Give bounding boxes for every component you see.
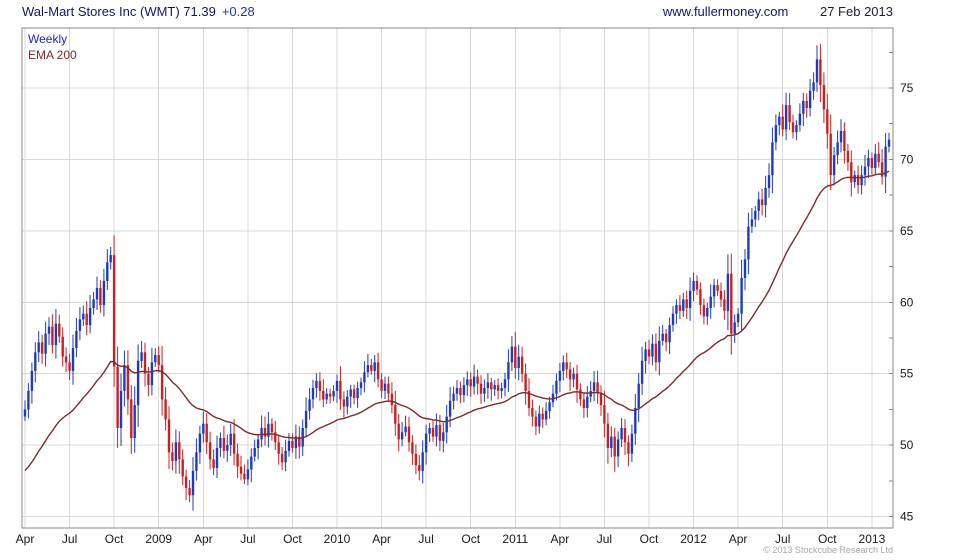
price-bars bbox=[23, 43, 891, 511]
copyright-notice: © 2013 Stockcube Research Ltd bbox=[763, 545, 893, 555]
ema-line bbox=[24, 170, 890, 472]
grid-lines bbox=[22, 28, 893, 528]
svg-text:Jul: Jul bbox=[240, 532, 255, 546]
svg-text:2010: 2010 bbox=[324, 532, 351, 546]
timeframe-label: Weekly bbox=[28, 32, 68, 46]
svg-text:45: 45 bbox=[900, 510, 914, 524]
svg-text:Apr: Apr bbox=[16, 532, 35, 546]
svg-text:2011: 2011 bbox=[502, 532, 528, 546]
fullermoney-link[interactable]: www.fullermoney.com bbox=[662, 4, 789, 19]
svg-text:2013: 2013 bbox=[859, 532, 886, 546]
instrument-title: Wal-Mart Stores Inc (WMT) 71.39 bbox=[22, 4, 216, 19]
svg-text:65: 65 bbox=[900, 224, 914, 238]
svg-text:Oct: Oct bbox=[640, 532, 659, 546]
svg-text:2009: 2009 bbox=[145, 532, 172, 546]
svg-text:Jul: Jul bbox=[597, 532, 612, 546]
svg-text:Oct: Oct bbox=[461, 532, 480, 546]
svg-text:60: 60 bbox=[900, 295, 914, 309]
price-change: +0.28 bbox=[221, 4, 255, 19]
svg-text:2012: 2012 bbox=[680, 532, 707, 546]
svg-text:Oct: Oct bbox=[818, 532, 837, 546]
svg-text:70: 70 bbox=[900, 152, 914, 166]
svg-text:Oct: Oct bbox=[105, 532, 124, 546]
chart-date: 27 Feb 2013 bbox=[819, 4, 893, 19]
svg-text:50: 50 bbox=[900, 438, 914, 452]
svg-text:55: 55 bbox=[900, 367, 914, 381]
svg-text:75: 75 bbox=[900, 81, 914, 95]
svg-text:Apr: Apr bbox=[194, 532, 213, 546]
x-axis-labels: Apr Jul Oct 2009 Apr Jul Oct 2010 Apr Jul Oct 2011 A… bbox=[16, 532, 886, 546]
ema-legend-label: EMA 200 bbox=[28, 48, 77, 62]
plot-border bbox=[21, 27, 894, 529]
svg-text:Apr: Apr bbox=[729, 532, 748, 546]
header-right: www.fullermoney.com 27 Feb 2013 bbox=[663, 4, 893, 19]
svg-text:Apr: Apr bbox=[551, 532, 570, 546]
svg-text:Jul: Jul bbox=[418, 532, 433, 546]
svg-text:Jul: Jul bbox=[775, 532, 790, 546]
chart-legend: Weekly EMA 200 bbox=[28, 31, 77, 63]
y-axis-labels: 45 50 55 60 65 70 75 bbox=[889, 51, 914, 524]
svg-text:Apr: Apr bbox=[372, 532, 391, 546]
svg-text:Oct: Oct bbox=[283, 532, 302, 546]
chart-header: Wal-Mart Stores Inc (WMT) 71.39 +0.28 bbox=[22, 4, 255, 19]
svg-text:Jul: Jul bbox=[62, 532, 77, 546]
